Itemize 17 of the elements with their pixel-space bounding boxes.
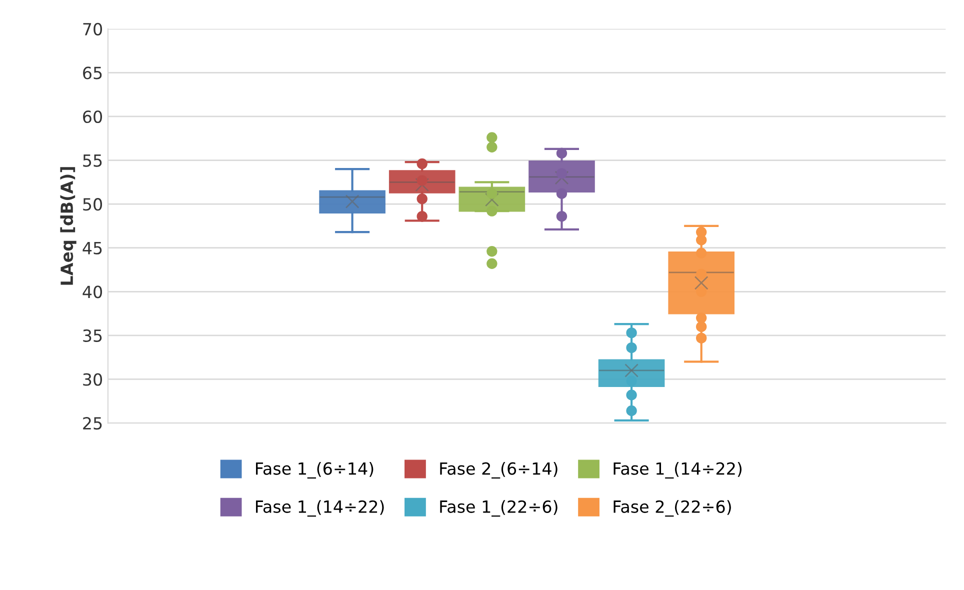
y-tick-label: 70: [83, 22, 102, 36]
y-tick-label: 60: [83, 110, 102, 124]
legend-label: Fase 1_(22÷6): [440, 500, 558, 517]
y-tick-label: 25: [83, 416, 102, 430]
y-tick-label: 45: [82, 242, 102, 254]
y-tick-label: 30: [83, 373, 102, 386]
legend-label: Fase 1_(14÷22): [256, 500, 384, 517]
legend-label: Fase 2_(6÷14): [440, 462, 558, 479]
y-axis-title: LAeq [dB(A)]: [60, 167, 76, 285]
y-tick-label: 65: [83, 66, 102, 80]
legend-label: Fase 1_(14÷22): [614, 462, 742, 479]
y-tick-label: 55: [83, 154, 102, 167]
legend-label: Fase 2_(22÷6): [614, 500, 731, 517]
y-tick-label: 50: [83, 198, 102, 211]
legend-label: Fase 1_(6÷14): [256, 462, 374, 479]
y-tick-label: 35: [83, 329, 102, 342]
y-tick-label: 40: [82, 286, 102, 298]
